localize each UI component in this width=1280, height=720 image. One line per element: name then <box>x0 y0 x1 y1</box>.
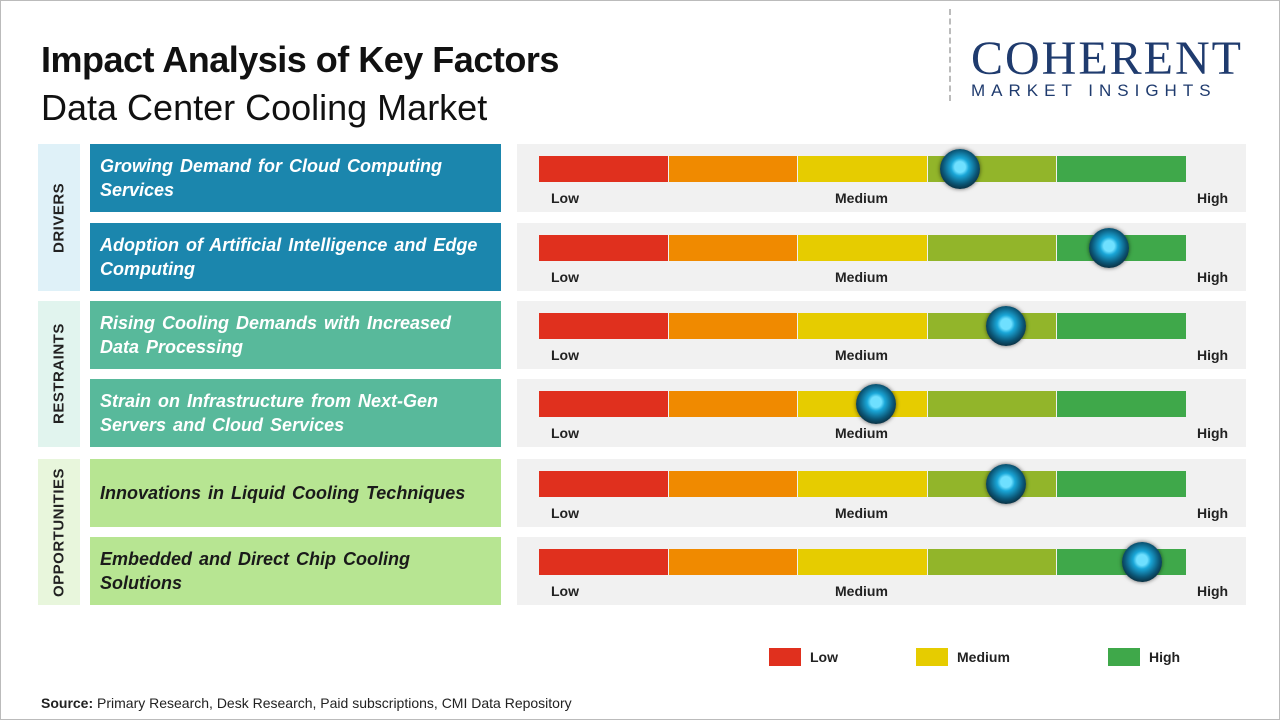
source-text: Primary Research, Desk Research, Paid su… <box>97 695 572 711</box>
group-label: DRIVERS <box>38 144 80 291</box>
divider <box>949 9 951 101</box>
factor-label: Strain on Infrastructure from Next-Gen S… <box>90 379 501 447</box>
legend-swatch <box>916 648 948 666</box>
factor-label: Growing Demand for Cloud Computing Servi… <box>90 144 501 212</box>
scale-segment <box>1057 313 1186 339</box>
scale-segment <box>668 549 798 575</box>
scale-label: Medium <box>835 583 888 599</box>
scale-label: Low <box>551 347 579 363</box>
scale-label: Medium <box>835 505 888 521</box>
group-label: RESTRAINTS <box>38 301 80 447</box>
scale-label: High <box>1197 505 1229 521</box>
scale-label: Low <box>551 583 579 599</box>
scale-segment <box>1057 156 1186 182</box>
scale-segment <box>539 235 668 261</box>
scale-segment <box>927 549 1057 575</box>
impact-marker <box>985 306 1026 346</box>
group-label: OPPORTUNITIES <box>38 459 80 605</box>
impact-marker <box>1089 228 1130 268</box>
legend-label: Low <box>810 649 838 665</box>
scale-label: Low <box>551 190 579 206</box>
scale-label: Medium <box>835 425 888 441</box>
factor-label: Innovations in Liquid Cooling Techniques <box>90 459 501 527</box>
scale-segment <box>927 235 1057 261</box>
factor-label: Adoption of Artificial Intelligence and … <box>90 223 501 291</box>
scale-label: Low <box>551 425 579 441</box>
subtitle: Data Center Cooling Market <box>41 87 488 128</box>
scale-label: Low <box>551 269 579 285</box>
scale-label: High <box>1197 269 1229 285</box>
scale-segment <box>927 391 1057 417</box>
impact-marker <box>985 464 1026 504</box>
scale-segment <box>668 235 798 261</box>
scale-segment <box>798 156 927 182</box>
source: Source: Primary Research, Desk Research,… <box>41 695 572 711</box>
scale-label: Low <box>551 505 579 521</box>
legend-label: High <box>1149 649 1181 665</box>
legend-swatch <box>769 648 801 666</box>
scale-label: High <box>1197 190 1229 206</box>
impact-marker <box>1121 542 1162 582</box>
title: Impact Analysis of Key Factors <box>41 39 559 80</box>
legend-label: Medium <box>957 649 1010 665</box>
scale-segment <box>539 391 668 417</box>
scale-segment <box>1057 391 1186 417</box>
scale-label: Medium <box>835 347 888 363</box>
scale-segment <box>798 549 927 575</box>
scale-segment <box>539 549 668 575</box>
scale-label: High <box>1197 347 1229 363</box>
scale-segment <box>798 235 927 261</box>
scale-segment <box>668 471 798 497</box>
source-label: Source: <box>41 695 94 711</box>
scale-segment <box>539 471 668 497</box>
scale-label: High <box>1197 425 1229 441</box>
scale-segment <box>668 391 798 417</box>
scale-segment <box>668 313 798 339</box>
scale-segment <box>539 313 668 339</box>
factor-label: Rising Cooling Demands with Increased Da… <box>90 301 501 369</box>
legend-swatch <box>1108 648 1140 666</box>
scale-segment <box>668 156 798 182</box>
scale-segment <box>1057 471 1186 497</box>
scale-label: Medium <box>835 190 888 206</box>
logo-tagline: MARKET INSIGHTS <box>971 81 1217 100</box>
impact-marker <box>855 384 896 424</box>
scale-label: High <box>1197 583 1229 599</box>
scale-segment <box>798 313 927 339</box>
impact-marker <box>940 149 981 189</box>
logo-name: COHERENT <box>971 32 1243 85</box>
scale-segment <box>539 156 668 182</box>
factor-label: Embedded and Direct Chip Cooling Solutio… <box>90 537 501 605</box>
scale-segment <box>798 471 927 497</box>
scale-label: Medium <box>835 269 888 285</box>
